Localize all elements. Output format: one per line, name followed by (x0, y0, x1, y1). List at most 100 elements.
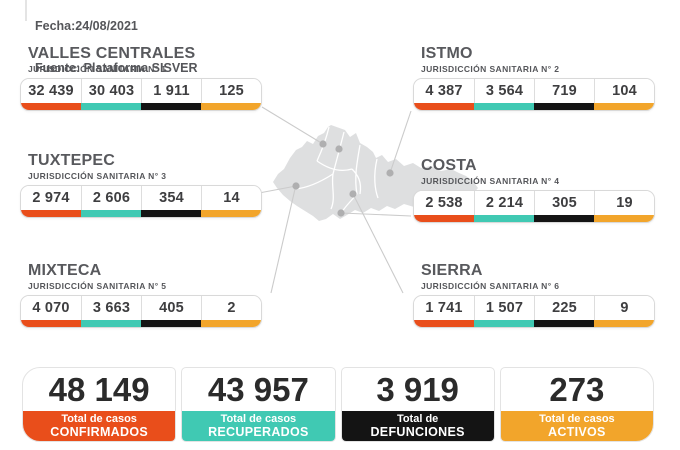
recovered-value: 30 403 (81, 79, 141, 103)
deaths-color-bar (534, 320, 594, 327)
total-label-line2: RECUPERADOS (208, 425, 309, 440)
total-label-line2: ACTIVOS (548, 425, 606, 440)
jurisdiction-card-mixteca: MIXTECA JURISDICCIÓN SANITARIA N° 5 4 07… (20, 262, 262, 328)
active-color-bar (201, 320, 261, 327)
active-color-bar (594, 103, 654, 110)
confirmed-color-bar (21, 320, 81, 327)
active-value: 125 (201, 79, 261, 103)
jurisdiction-subtitle: JURISDICCIÓN SANITARIA N° 6 (421, 281, 560, 291)
total-card-confirmed: 48 149 Total de casos CONFIRMADOS (22, 367, 177, 442)
jurisdiction-name: MIXTECA (28, 262, 102, 279)
deaths-color-bar (141, 210, 201, 217)
deaths-value: 305 (534, 191, 594, 215)
confirmed-color-bar (21, 103, 81, 110)
confirmed-value: 4 070 (21, 296, 81, 320)
jurisdiction-card-costa: COSTA JURISDICCIÓN SANITARIA N° 4 2 538 … (413, 157, 655, 223)
stat-deaths: 405 (141, 296, 201, 327)
deaths-value: 719 (534, 79, 594, 103)
total-recovered-label: Total de casos RECUPERADOS (182, 411, 335, 441)
total-card-recovered: 43 957 Total de casos RECUPERADOS (181, 367, 336, 442)
jurisdiction-name: COSTA (421, 157, 477, 174)
stat-recovered: 1 507 (474, 296, 534, 327)
stat-active: 2 (201, 296, 261, 327)
recovered-color-bar (81, 210, 141, 217)
active-color-bar (201, 103, 261, 110)
jurisdiction-subtitle: JURISDICCIÓN SANITARIA N° 1 (28, 64, 167, 74)
header-meta: Fecha:24/08/2021 Fuente: Plataforma SISV… (35, 0, 198, 103)
stat-box: 1 741 1 507 225 9 (413, 295, 655, 328)
confirmed-color-bar (414, 103, 474, 110)
stat-deaths: 1 911 (141, 79, 201, 110)
active-value: 14 (201, 186, 261, 210)
total-recovered-value: 43 957 (207, 370, 309, 408)
stat-box: 32 439 30 403 1 911 125 (20, 78, 262, 111)
callout-sierra (352, 193, 404, 294)
total-deaths-value: 3 919 (376, 370, 459, 408)
total-label-line2: CONFIRMADOS (50, 425, 148, 440)
total-label-line1: Total de casos (61, 412, 137, 425)
jurisdiction-card-istmo: ISTMO JURISDICCIÓN SANITARIA N° 2 4 387 … (413, 45, 655, 111)
stat-box: 4 387 3 564 719 104 (413, 78, 655, 111)
total-confirmed-label: Total de casos CONFIRMADOS (23, 411, 176, 441)
dot-sierra (349, 190, 357, 198)
recovered-value: 3 663 (81, 296, 141, 320)
jurisdiction-name: TUXTEPEC (28, 152, 115, 169)
confirmed-value: 4 387 (414, 79, 474, 103)
callout-istmo (389, 110, 412, 174)
stat-recovered: 2 214 (474, 191, 534, 222)
total-confirmed-value: 48 149 (48, 370, 150, 408)
jurisdiction-card-sierra: SIERRA JURISDICCIÓN SANITARIA N° 6 1 741… (413, 262, 655, 328)
jurisdiction-name: VALLES CENTRALES (28, 45, 196, 62)
callout-mixteca (270, 188, 296, 294)
active-value: 19 (594, 191, 654, 215)
report-source: Fuente: Plataforma SISVER (35, 61, 198, 75)
stat-box: 2 538 2 214 305 19 (413, 190, 655, 223)
report-date: Fecha:24/08/2021 (35, 19, 138, 33)
stat-active: 19 (594, 191, 654, 222)
dot-costa (337, 209, 345, 217)
recovered-color-bar (81, 320, 141, 327)
jurisdiction-subtitle: JURISDICCIÓN SANITARIA N° 3 (28, 171, 167, 181)
deaths-value: 354 (141, 186, 201, 210)
stat-active: 125 (201, 79, 261, 110)
confirmed-color-bar (21, 210, 81, 217)
deaths-color-bar (534, 215, 594, 222)
recovered-color-bar (474, 320, 534, 327)
recovered-color-bar (81, 103, 141, 110)
confirmed-value: 32 439 (21, 79, 81, 103)
stat-confirmed: 2 538 (414, 191, 474, 222)
recovered-value: 1 507 (474, 296, 534, 320)
stat-recovered: 3 564 (474, 79, 534, 110)
jurisdiction-name: ISTMO (421, 45, 473, 62)
jurisdiction-subtitle: JURISDICCIÓN SANITARIA N° 5 (28, 281, 167, 291)
stat-confirmed: 32 439 (21, 79, 81, 110)
deaths-color-bar (141, 320, 201, 327)
total-active-label: Total de casos ACTIVOS (500, 411, 653, 441)
dot-tuxtepec (292, 182, 300, 190)
total-card-deaths: 3 919 Total de DEFUNCIONES (340, 367, 495, 442)
stat-deaths: 354 (141, 186, 201, 217)
total-label-line2: DEFUNCIONES (370, 425, 465, 440)
stat-deaths: 305 (534, 191, 594, 222)
callout-lines (258, 106, 412, 294)
confirmed-value: 2 538 (414, 191, 474, 215)
dot-istmo (386, 169, 394, 177)
total-label-line1: Total de casos (220, 412, 297, 425)
stat-deaths: 719 (534, 79, 594, 110)
deaths-color-bar (534, 103, 594, 110)
stat-recovered: 3 663 (81, 296, 141, 327)
stat-box: 4 070 3 663 405 2 (20, 295, 262, 328)
stat-recovered: 30 403 (81, 79, 141, 110)
jurisdiction-card-valles-centrales: VALLES CENTRALES JURISDICCIÓN SANITARIA … (20, 45, 262, 111)
jurisdiction-name: SIERRA (421, 262, 483, 279)
stat-confirmed: 4 070 (21, 296, 81, 327)
dot-north (335, 145, 343, 153)
jurisdiction-dots (292, 140, 394, 217)
total-card-active: 273 Total de casos ACTIVOS (499, 367, 654, 442)
stat-confirmed: 1 741 (414, 296, 474, 327)
active-value: 2 (201, 296, 261, 320)
header-divider (25, 0, 27, 21)
total-active-value: 273 (549, 370, 605, 408)
stat-active: 14 (201, 186, 261, 217)
active-value: 9 (594, 296, 654, 320)
